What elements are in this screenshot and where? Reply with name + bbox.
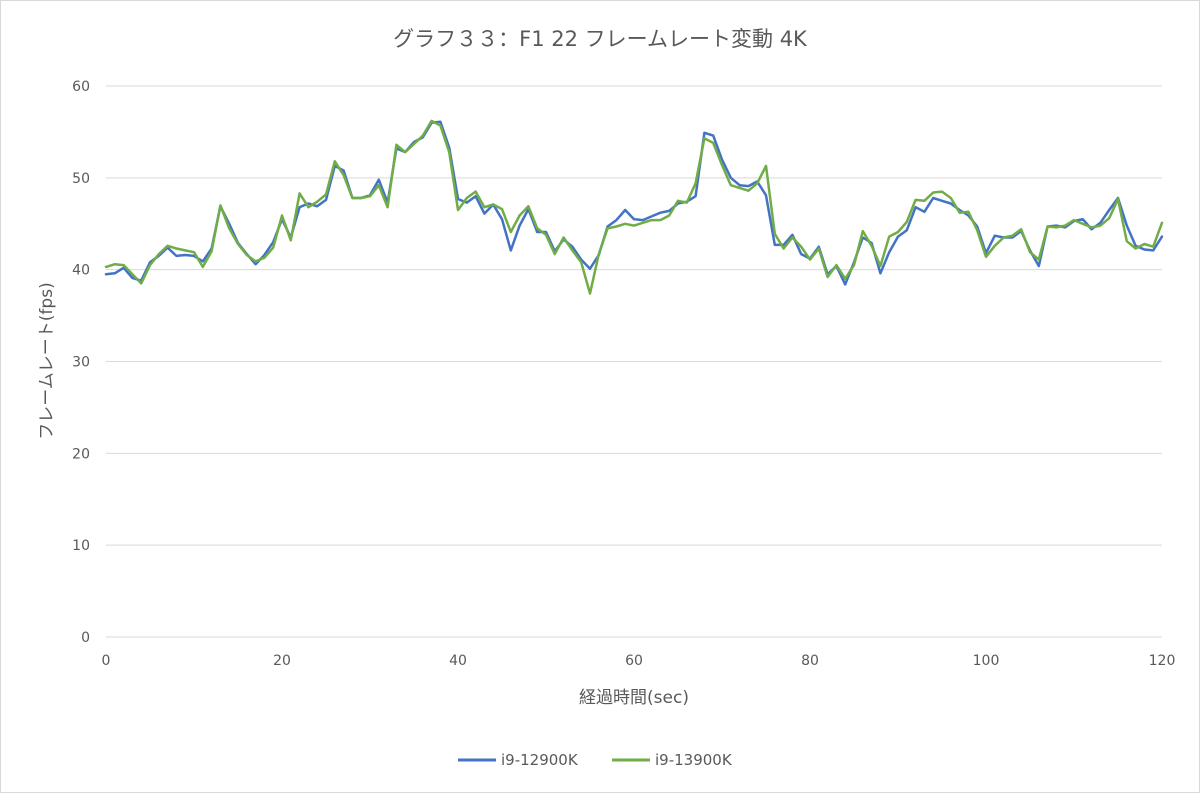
legend-label: i9-12900K — [501, 751, 579, 769]
y-tick-label: 20 — [72, 446, 90, 462]
y-tick-label: 40 — [72, 263, 90, 279]
x-tick-label: 60 — [625, 653, 643, 669]
series-line — [104, 120, 1164, 286]
x-axis-ticks: 0 20 40 60 80 100 120 — [102, 653, 1176, 669]
y-tick-label: 0 — [81, 630, 90, 646]
y-axis-ticks: 0 10 20 30 40 50 60 — [72, 79, 90, 646]
x-tick-label: 80 — [801, 653, 819, 669]
y-tick-label: 30 — [72, 355, 90, 371]
grid-lines — [106, 85, 1162, 638]
x-tick-label: 40 — [449, 653, 467, 669]
series-line — [104, 119, 1164, 295]
x-tick-label: 120 — [1149, 653, 1176, 669]
x-tick-label: 100 — [973, 653, 1000, 669]
legend-label: i9-13900K — [655, 751, 733, 769]
y-axis-title: フレームレート(fps) — [37, 282, 57, 439]
series-lines — [104, 119, 1164, 295]
y-tick-label: 50 — [72, 171, 90, 187]
chart-title: グラフ３３：F1 22 フレームレート変動 4K — [393, 27, 808, 51]
x-tick-label: 20 — [273, 653, 291, 669]
legend: i9-12900K i9-13900K — [458, 751, 733, 769]
x-axis-title: 経過時間(sec) — [579, 688, 689, 708]
y-tick-label: 10 — [72, 538, 90, 554]
y-tick-label: 60 — [72, 79, 90, 95]
x-tick-label: 0 — [102, 653, 111, 669]
